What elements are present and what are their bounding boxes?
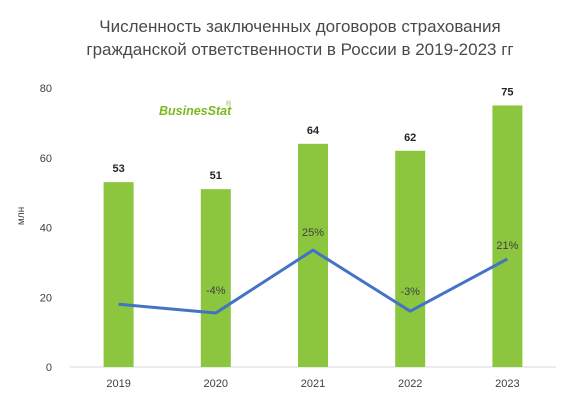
x-tick-label: 2022	[398, 378, 422, 390]
growth-label: 25%	[302, 227, 324, 239]
y-tick-label: 0	[46, 362, 52, 374]
bar-2020	[200, 189, 231, 367]
x-tick-label: 2020	[204, 378, 228, 390]
y-axis-ticks: 0 20 40 60 80	[40, 83, 52, 374]
bar-value-labels: 53 51 64 62 75	[112, 86, 513, 182]
logo-text: BusinesStat	[159, 104, 232, 118]
bar-2022	[395, 150, 426, 367]
growth-labels: -4% 25% -3% 21%	[206, 227, 519, 298]
y-axis-label: млн	[16, 207, 27, 225]
x-axis-ticks: 2019 2020 2021 2022 2023	[106, 378, 519, 390]
chart-title-line-2: гражданской ответственности в России в 2…	[86, 40, 513, 59]
chart-title-line-1: Численность заключенных договоров страхо…	[99, 17, 500, 36]
y-tick-label: 60	[40, 153, 52, 165]
x-tick-label: 2019	[106, 378, 130, 390]
growth-label: -4%	[206, 285, 226, 297]
bar-value-label: 62	[404, 132, 416, 144]
bar-2023	[492, 105, 523, 367]
brand-logo: BusinesStat ®	[159, 100, 232, 118]
bar-value-label: 64	[307, 125, 320, 137]
logo-registered-mark: ®	[226, 100, 232, 108]
bar-2019	[103, 182, 134, 367]
bar-value-label: 75	[501, 86, 513, 98]
growth-label: 21%	[496, 240, 518, 252]
bars	[103, 105, 523, 367]
bar-value-label: 51	[210, 170, 222, 182]
bar-value-label: 53	[112, 163, 124, 175]
y-tick-label: 40	[40, 223, 52, 235]
x-tick-label: 2021	[301, 378, 325, 390]
growth-line	[118, 248, 509, 315]
y-tick-label: 80	[40, 83, 52, 95]
y-tick-label: 20	[40, 292, 52, 304]
x-tick-label: 2023	[495, 378, 519, 390]
growth-label: -3%	[400, 286, 420, 298]
